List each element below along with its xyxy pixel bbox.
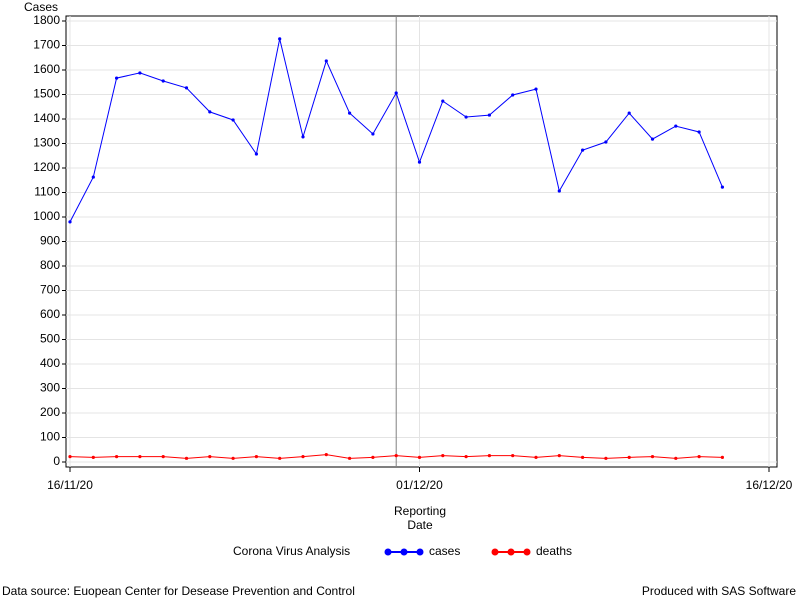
data-point (487, 113, 491, 117)
data-point (441, 99, 445, 103)
data-point (464, 115, 468, 119)
data-point (627, 111, 631, 115)
data-point (68, 220, 72, 224)
data-point (674, 456, 678, 460)
data-point (161, 79, 165, 83)
data-point (720, 185, 725, 189)
data-point (184, 86, 189, 90)
data-point (254, 152, 258, 156)
data-point (441, 454, 445, 458)
data-point (604, 140, 608, 144)
y-tick-label: 1000 (33, 209, 60, 223)
data-point (324, 453, 328, 457)
data-point (627, 455, 631, 459)
y-tick-label: 100 (40, 430, 60, 444)
y-tick-label: 800 (40, 258, 60, 272)
data-point (511, 93, 515, 97)
data-point (301, 455, 305, 459)
data-point (254, 455, 258, 459)
legend-label: deaths (536, 544, 572, 558)
data-point (231, 456, 235, 460)
legend-symbol (416, 548, 424, 556)
data-point (138, 71, 142, 75)
data-point (581, 455, 585, 459)
data-point (371, 132, 375, 136)
data-point (301, 135, 305, 139)
y-tick-label: 1800 (33, 13, 60, 27)
legend-symbol (384, 548, 392, 556)
y-tick-label: 600 (40, 307, 60, 321)
data-point (91, 175, 95, 179)
y-tick-label: 1500 (33, 87, 60, 101)
data-point (464, 455, 468, 459)
data-point (161, 455, 165, 459)
x-axis-label: Reporting (394, 504, 446, 518)
x-tick-label: 16/12/20 (746, 478, 793, 492)
y-tick-label: 700 (40, 283, 60, 297)
data-point (324, 59, 328, 63)
data-point (394, 91, 398, 95)
footnote: Data source: Euopean Center for Desease … (2, 584, 355, 598)
data-point (557, 454, 561, 458)
data-point (720, 455, 725, 459)
data-point (231, 118, 235, 122)
data-point (650, 455, 655, 459)
data-point (417, 455, 422, 459)
data-point (68, 455, 72, 459)
data-point (534, 455, 538, 459)
data-point (487, 454, 491, 458)
data-point (184, 456, 189, 460)
data-point (278, 456, 282, 460)
legend-symbol (523, 548, 531, 556)
data-point (511, 454, 515, 458)
x-tick-label: 16/11/20 (47, 478, 93, 492)
y-tick-label: 500 (40, 332, 60, 346)
footnote: Produced with SAS Software (642, 584, 796, 598)
data-point (138, 455, 142, 459)
data-point (697, 130, 701, 134)
data-point (278, 37, 282, 41)
y-tick-label: 1300 (33, 136, 60, 150)
legend-title: Corona Virus Analysis (233, 544, 350, 558)
data-point (371, 455, 375, 459)
data-point (604, 456, 608, 460)
y-tick-label: 200 (40, 405, 60, 419)
y-tick-label: 1700 (33, 38, 60, 52)
y-tick-label: 400 (40, 356, 60, 370)
data-point (208, 110, 212, 114)
x-axis-label: Date (407, 518, 433, 532)
y-tick-label: 1400 (33, 111, 60, 125)
data-point (417, 160, 422, 164)
y-tick-label: 300 (40, 381, 60, 395)
y-tick-label: 1100 (34, 185, 60, 199)
y-tick-label: 0 (53, 454, 60, 468)
data-point (581, 148, 585, 152)
data-point (348, 456, 352, 460)
data-point (534, 87, 538, 91)
data-point (557, 189, 561, 193)
data-point (115, 76, 119, 80)
data-point (348, 111, 352, 115)
data-point (697, 455, 701, 459)
legend-symbol (491, 548, 499, 556)
data-point (208, 455, 212, 459)
x-tick-label: 01/12/20 (396, 478, 443, 492)
legend-label: cases (429, 544, 460, 558)
y-axis-label: Cases (24, 0, 58, 14)
legend-symbol (507, 548, 515, 556)
data-point (650, 137, 655, 141)
data-point (674, 124, 678, 128)
data-point (394, 454, 398, 458)
y-tick-label: 1600 (33, 62, 60, 76)
y-tick-label: 900 (40, 234, 60, 248)
legend-symbol (400, 548, 408, 556)
data-point (115, 455, 119, 459)
data-point (91, 455, 95, 459)
y-tick-label: 1200 (33, 160, 60, 174)
